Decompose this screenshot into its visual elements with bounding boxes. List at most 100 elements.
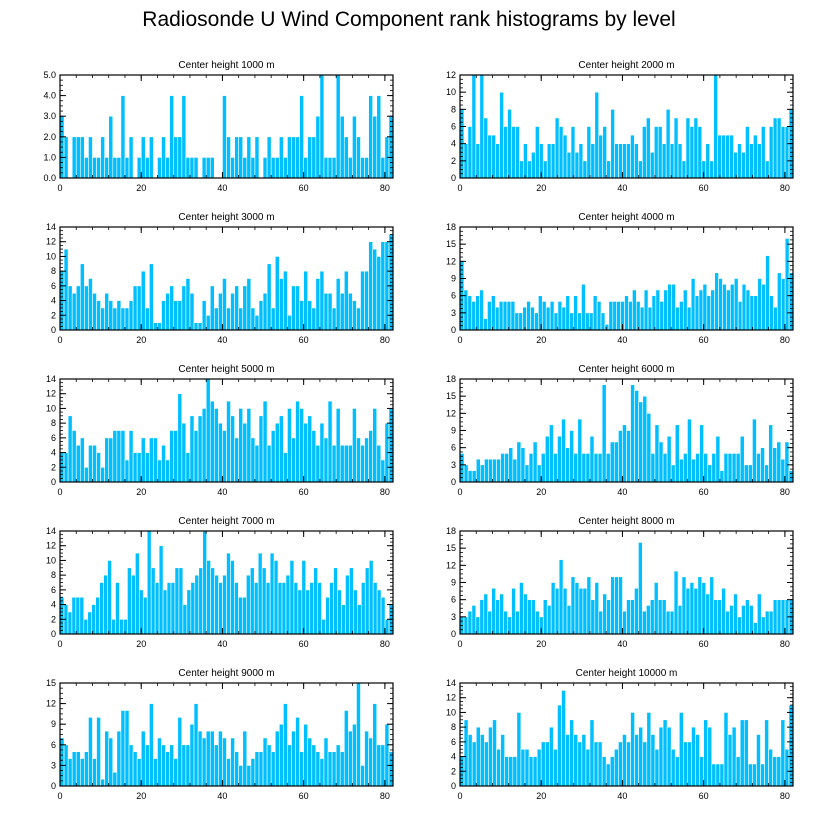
x-tick-label: 60 [299,183,309,193]
x-tick-label: 60 [699,183,709,193]
panel-1000m: 0 20 40 60 80 0.0 1.0 2.0 3.0 4.0 5.0 Center height… [0,44,400,193]
bar [719,470,725,483]
bar [132,285,138,331]
bar [675,306,680,331]
x-tick-label: 20 [136,183,146,193]
bar [769,295,774,331]
bar [546,605,552,635]
bar [635,301,641,331]
bar [100,778,105,787]
bar [730,283,735,331]
bar [335,744,341,787]
bar [88,717,93,787]
y-tick-label: 3.0 [43,111,56,121]
bars [59,682,394,787]
bar [119,618,124,635]
bar [67,758,73,787]
bar [128,430,134,483]
bar [566,151,572,179]
bar [657,599,663,635]
bar [273,560,279,635]
y-tick-label: 6 [51,740,56,750]
panel-title: Center height 1000 m [178,60,274,71]
bar [319,270,325,331]
bar [739,435,745,483]
bar [261,567,267,635]
bar [266,263,272,331]
bar [565,447,570,483]
bar [254,751,260,787]
bar [319,758,325,787]
bar [768,610,774,635]
bar [360,582,366,635]
bar [673,117,679,179]
bar [614,441,619,483]
histogram-8000m: 0 20 40 60 80 0 3 6 9 12 15 18 Center height 8000 m [446,516,794,649]
bar [311,744,317,787]
bar [343,136,349,179]
bar [663,289,668,331]
bar [655,289,661,331]
bar [169,285,175,331]
bar [703,719,709,787]
bar [254,314,260,331]
bar [287,744,292,787]
bar [752,763,757,787]
bar [257,552,263,635]
bar [258,415,264,483]
bar [380,157,386,179]
bar [498,301,504,331]
bar [748,464,753,483]
bar [140,730,146,787]
bar [327,751,333,787]
x-tick-label: 60 [699,487,709,497]
bar [161,136,166,179]
y-tick-label: 15 [446,391,456,401]
bar [544,435,550,483]
bar [376,256,382,331]
bar [467,734,473,787]
bar [368,430,373,483]
bar [577,418,583,483]
bar [638,726,644,787]
histogram-4000m: 0 20 40 60 80 0 3 6 9 12 15 18 Center height 4000 m [446,212,794,345]
bar [293,582,299,635]
bar [150,567,156,635]
bar [325,596,330,635]
bar [100,307,105,331]
bar [71,751,77,787]
x-tick-label: 0 [457,639,462,649]
bar [96,300,101,331]
bar [140,270,146,331]
bar [80,136,85,179]
bar [713,599,718,635]
bar [329,582,334,635]
bar [600,312,606,331]
bar [624,295,629,331]
bar [667,283,672,331]
bar [266,444,272,483]
bar [174,567,180,635]
bar [601,384,607,483]
bar [550,582,556,635]
bar [339,292,345,331]
bar [760,763,765,787]
bar [731,726,737,787]
bar [146,530,152,635]
bar [749,605,754,635]
bar [222,278,227,331]
bar [112,307,118,331]
bar [291,136,296,179]
panel-3000m: 0 20 40 60 80 0 2 4 6 8 10 12 14 Center height 3000 m [0,196,400,345]
bar [669,143,675,179]
bar [608,301,614,331]
bar [647,306,653,331]
bar [642,395,648,483]
panel-title: Center height 9000 m [178,668,274,679]
bar [573,295,578,331]
bar [768,424,773,483]
bar [701,582,707,635]
bar [725,134,730,179]
bar [205,157,211,179]
bar [364,157,369,179]
